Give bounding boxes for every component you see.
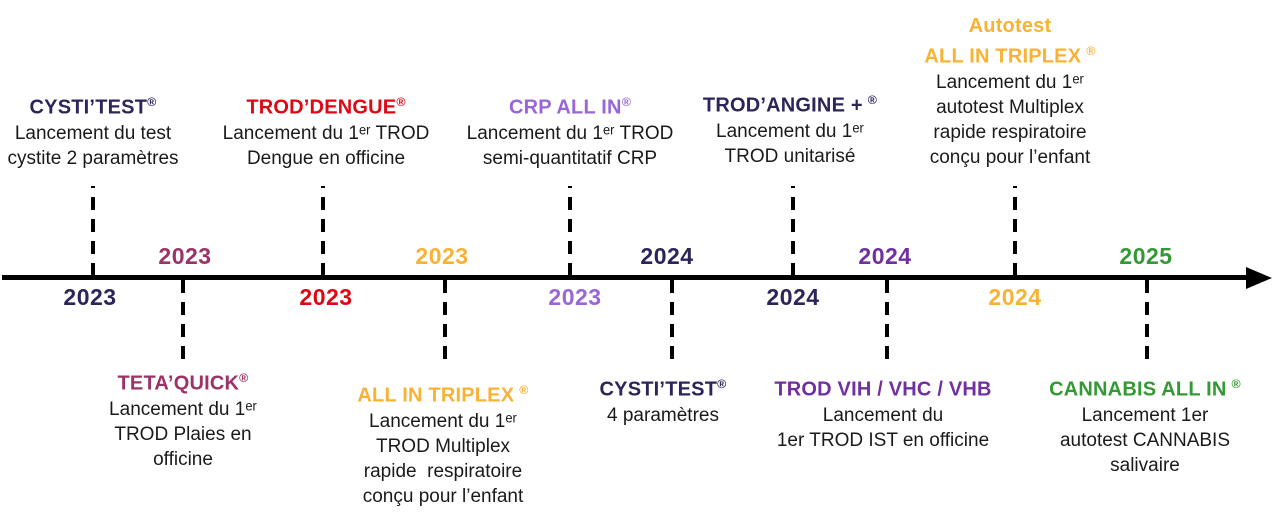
year-label: 2024 — [858, 243, 912, 269]
event-description: Lancement du 1ᵉʳ autotest Multiplex rapi… — [929, 71, 1091, 168]
connector-line — [181, 280, 185, 360]
event-autotest-all-in-triplex: Autotest ALL IN TRIPLEX ® Lancement du 1ᵉ… — [924, 14, 1095, 170]
registered-mark: ® — [519, 383, 529, 397]
connector-line — [91, 186, 95, 276]
registered-mark: ® — [239, 371, 249, 385]
event-trod-vih-vhc-vhb: TROD VIH / VHC / VHB Lancement du 1er TR… — [774, 372, 991, 453]
event-title: CYSTI’TEST® — [599, 377, 727, 401]
event-cysti-test-2024: CYSTI’TEST® 4 paramètres — [600, 372, 727, 428]
connector-line — [1145, 280, 1149, 360]
registered-mark: ® — [717, 377, 727, 391]
event-description: Lancement du test cystite 2 paramètres — [7, 122, 179, 169]
registered-mark: ® — [867, 93, 878, 107]
year-label: 2023 — [158, 243, 212, 269]
registered-mark: ® — [621, 95, 632, 109]
connector-line — [1013, 186, 1017, 276]
event-description: Lancement du 1ᵉʳ TROD Dengue en officine — [222, 122, 430, 169]
event-description: Lancement du 1ᵉʳ TROD semi-quantitatif C… — [466, 122, 674, 169]
registered-mark: ® — [1231, 377, 1241, 391]
event-trod-angine: TROD’ANGINE + ® Lancement du 1ᵉʳ TROD uni… — [703, 88, 877, 169]
event-title: TROD’DENGUE® — [246, 95, 406, 119]
year-label: 2023 — [299, 284, 353, 310]
event-trod-dengue: TROD’DENGUE® Lancement du 1ᵉʳ TROD Dengu… — [223, 90, 430, 171]
connector-line — [791, 186, 795, 276]
event-title: CRP ALL IN® — [508, 95, 632, 119]
timeline-arrowhead-icon — [1246, 266, 1272, 289]
event-description: Lancement du 1ᵉʳ TROD unitarisé — [716, 120, 864, 167]
event-description: Lancement du 1er TROD IST en officine — [776, 404, 990, 451]
event-crp-all-in: CRP ALL IN® Lancement du 1ᵉʳ TROD semi-q… — [467, 90, 674, 171]
event-title: CANNABIS ALL IN ® — [1049, 377, 1241, 401]
connector-line — [321, 186, 325, 276]
event-cysti-test-2023: CYSTI’TEST® Lancement du test cystite 2 … — [7, 90, 178, 171]
event-description: 4 paramètres — [607, 404, 719, 426]
event-teta-quick: TETA’QUICK® Lancement du 1ᵉʳ TROD Plaies… — [109, 366, 257, 472]
year-label: 2025 — [1119, 243, 1173, 269]
event-description: Lancement du 1ᵉʳ TROD Plaies en officine — [109, 398, 257, 470]
event-title: ALL IN TRIPLEX ® — [357, 383, 529, 407]
year-label: 2024 — [640, 243, 694, 269]
event-all-in-triplex: ALL IN TRIPLEX ® Lancement du 1ᵉʳ TROD Mu… — [357, 378, 528, 509]
connector-line — [885, 280, 889, 360]
event-title: TETA’QUICK® — [117, 371, 249, 395]
event-title: TROD’ANGINE + ® — [702, 93, 878, 117]
year-label: 2024 — [988, 284, 1042, 310]
year-label: 2023 — [548, 284, 602, 310]
connector-line — [670, 280, 674, 360]
timeline-axis — [2, 275, 1252, 280]
registered-mark: ® — [396, 95, 406, 109]
connector-line — [568, 186, 572, 276]
registered-mark: ® — [1086, 44, 1096, 58]
event-cannabis-all-in: CANNABIS ALL IN ® Lancement 1er autotest … — [1049, 372, 1241, 478]
year-label: 2024 — [766, 284, 820, 310]
event-title: TROD VIH / VHC / VHB — [774, 378, 992, 401]
event-title: Autotest ALL IN TRIPLEX ® — [924, 15, 1096, 68]
year-label: 2023 — [415, 243, 469, 269]
event-description: Lancement du 1ᵉʳ TROD Multiplex rapide r… — [362, 410, 524, 507]
year-label: 2023 — [63, 284, 117, 310]
event-description: Lancement 1er autotest CANNABIS salivair… — [1059, 404, 1231, 476]
connector-line — [443, 280, 447, 360]
event-title: CYSTI’TEST® — [29, 95, 157, 119]
registered-mark: ® — [147, 95, 157, 109]
